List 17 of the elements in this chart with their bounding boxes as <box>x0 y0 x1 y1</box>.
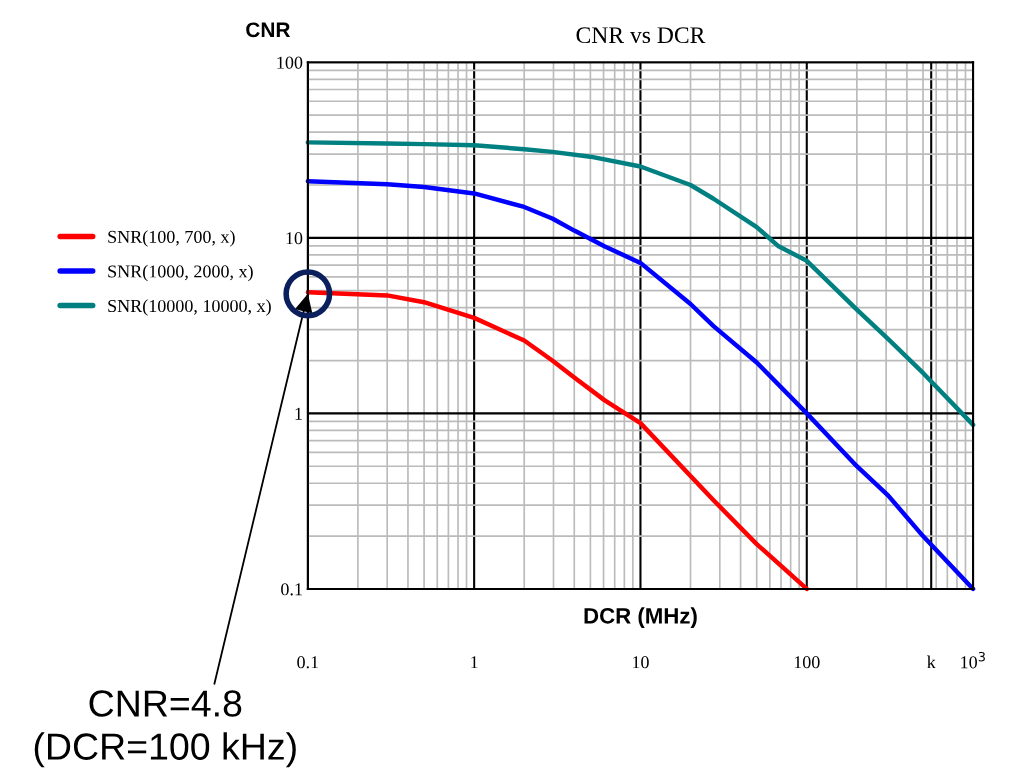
x-tick-label: 10 <box>633 656 649 669</box>
x-tick-label: 1 <box>471 656 478 669</box>
legend-label: SNR(100, 700, x) <box>108 230 235 247</box>
x-tick-label: 0.1 <box>297 656 319 669</box>
annotation: CNR=4.8 (DCR=100 kHz) <box>34 690 296 768</box>
x-tick-label: 100 <box>794 656 820 669</box>
x-tick-label: k <box>927 655 936 669</box>
chart-title: CNR vs DCR <box>576 27 706 44</box>
y-tick-label: 100 <box>277 56 303 69</box>
x-tick-label: 10$^{3}$ <box>961 651 985 669</box>
x-axis-title: DCR (MHz) <box>584 607 697 629</box>
y-axis-title: CNR <box>246 22 291 38</box>
legend-label: SNR(1000, 2000, x) <box>108 264 253 282</box>
legend-label: SNR(10000, 10000, x) <box>108 299 271 316</box>
y-tick-label: 0.1 <box>281 583 302 596</box>
y-tick-label: 1 <box>295 407 302 420</box>
y-tick-label: 10 <box>286 232 303 245</box>
